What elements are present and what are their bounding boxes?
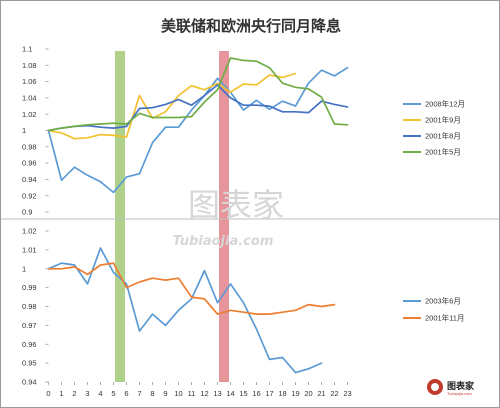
y-tick-label-0-0: 0.9	[22, 208, 32, 217]
y-tick-label-0-3: 0.96	[22, 159, 37, 168]
watermark: 图表家 Tubiaojia.com	[173, 186, 284, 249]
x-tick-label-11: 11	[188, 389, 196, 398]
highlight-band-1	[219, 51, 229, 382]
highlight-band-0	[115, 51, 125, 382]
x-tick-label-17: 17	[265, 389, 273, 398]
x-tick-label-1: 1	[59, 389, 63, 398]
y-tick-label-0-1: 0.92	[22, 191, 37, 200]
brand-logo-icon-inner	[431, 383, 439, 391]
x-tick-label-5: 5	[111, 389, 115, 398]
y-tick-label-0-2: 0.94	[22, 175, 37, 184]
y-tick-label-0-10: 1.1	[22, 45, 32, 54]
y-tick-label-1-2: 0.96	[22, 340, 37, 349]
brand-logo: 图表家 Tubiaojia.com	[427, 379, 475, 396]
y-tick-label-1-8: 1.02	[22, 227, 37, 236]
x-tick-label-14: 14	[226, 389, 234, 398]
legend-label-0-0: 2008年12月	[425, 99, 465, 109]
x-tick-label-2: 2	[72, 389, 76, 398]
x-tick-label-15: 15	[239, 389, 247, 398]
x-tick-label-0: 0	[46, 389, 50, 398]
y-tick-label-0-5: 1	[22, 126, 26, 135]
series-line-1-1	[47, 262, 336, 315]
legends: 2008年12月 2001年9月 2001年8月 2001年5月 2003年6月 2001…	[403, 99, 465, 323]
y-tick-label-1-3: 0.97	[22, 321, 37, 330]
x-tick-label-22: 22	[330, 389, 338, 398]
x-tick-label-4: 4	[98, 389, 102, 398]
watermark-text: 图表家	[188, 186, 284, 224]
y-tick-label-1-0: 0.94	[22, 378, 37, 387]
y-tick-label-1-4: 0.98	[22, 302, 37, 311]
axes: 0.9 0.92 0.94 0.96 0.98 1 1.02 1.04 1.06 1.08 1.1 0…	[22, 45, 352, 398]
y-tick-label-0-9: 1.08	[22, 61, 37, 70]
x-tick-label-9: 9	[163, 389, 167, 398]
watermark-subtext: Tubiaojia.com	[173, 234, 274, 249]
x-tick-label-16: 16	[252, 389, 260, 398]
x-tick-label-13: 13	[213, 389, 221, 398]
x-tick-label-8: 8	[150, 389, 154, 398]
series-line-0-2	[47, 84, 349, 132]
x-tick-label-3: 3	[85, 389, 89, 398]
x-tick-label-21: 21	[317, 389, 325, 398]
x-tick-label-6: 6	[124, 389, 128, 398]
y-tick-label-1-6: 1	[22, 264, 26, 273]
chart-title: 美联储和欧洲央行同月降息	[161, 17, 341, 35]
x-tick-label-19: 19	[291, 389, 299, 398]
x-tick-label-12: 12	[200, 389, 208, 398]
brand-name: 图表家	[447, 380, 475, 392]
series-line-0-0	[47, 66, 349, 194]
legend-label-1-1: 2001年11月	[425, 313, 464, 323]
legend-label-1-0: 2003年6月	[425, 296, 461, 306]
highlight-bands	[115, 51, 229, 382]
x-tick-label-10: 10	[174, 389, 182, 398]
series-lines	[47, 57, 349, 374]
series-line-0-3	[47, 57, 349, 132]
y-tick-label-0-7: 1.04	[22, 94, 37, 103]
brand-sub: Tubiaojia.com	[447, 391, 472, 396]
series-line-1-0	[47, 247, 323, 374]
x-tick-label-18: 18	[278, 389, 286, 398]
y-tick-label-0-6: 1.02	[22, 110, 37, 119]
y-tick-label-1-1: 0.95	[22, 359, 37, 368]
x-tick-label-7: 7	[137, 389, 141, 398]
legend-label-0-2: 2001年8月	[425, 131, 461, 141]
y-tick-label-1-5: 0.99	[22, 283, 37, 292]
legend-label-0-3: 2001年5月	[425, 147, 461, 157]
y-tick-label-1-7: 1.01	[22, 245, 37, 254]
y-tick-label-0-8: 1.06	[22, 77, 37, 86]
y-tick-label-0-4: 0.98	[22, 142, 37, 151]
series-line-0-1	[47, 72, 297, 140]
legend-label-0-1: 2001年9月	[425, 115, 461, 125]
x-tick-label-23: 23	[343, 389, 351, 398]
x-tick-label-20: 20	[304, 389, 312, 398]
